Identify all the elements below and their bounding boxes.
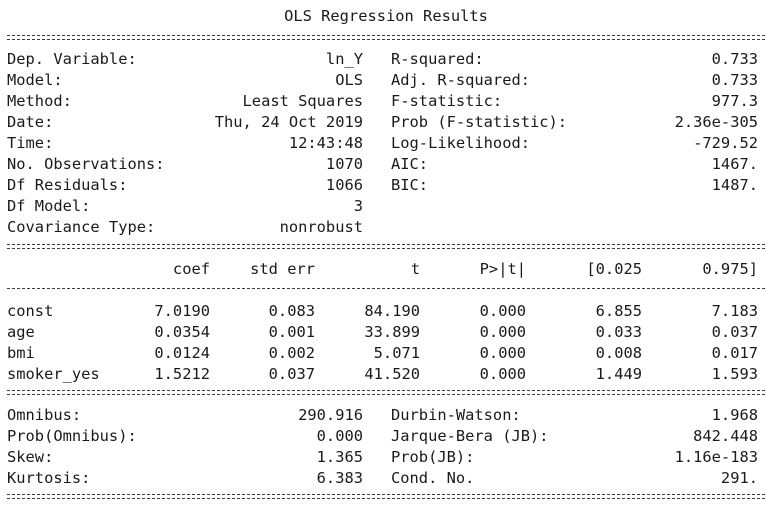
table-cell: 0.000 bbox=[479, 323, 526, 341]
stat-label: Method: bbox=[7, 92, 72, 110]
table-cell: 0.033 bbox=[595, 323, 642, 341]
stat-label: Dep. Variable: bbox=[7, 50, 137, 68]
stat-label: Df Model: bbox=[7, 197, 91, 215]
stat-label: Model: bbox=[7, 71, 63, 89]
double-rule bbox=[7, 494, 765, 500]
row-label: bmi bbox=[7, 344, 35, 362]
row-label: age bbox=[7, 323, 35, 341]
stat-value: 291. bbox=[720, 469, 758, 487]
summary-title: OLS Regression Results bbox=[284, 7, 488, 25]
stat-label: Cond. No. bbox=[391, 469, 475, 487]
stat-label: Jarque-Bera (JB): bbox=[391, 427, 549, 445]
double-rule bbox=[7, 244, 765, 250]
table-cell: 1.593 bbox=[711, 365, 758, 383]
stat-label: Prob (F-statistic): bbox=[391, 113, 568, 131]
stat-value: Least Squares bbox=[242, 92, 363, 110]
stat-value: -729.52 bbox=[693, 134, 758, 152]
table-cell: 7.0190 bbox=[154, 302, 210, 320]
dashed-rule bbox=[7, 288, 765, 289]
stat-label: Covariance Type: bbox=[7, 218, 156, 236]
table-cell: 0.001 bbox=[268, 323, 315, 341]
double-rule bbox=[7, 35, 765, 41]
column-header: coef bbox=[172, 260, 210, 278]
table-cell: 0.000 bbox=[479, 344, 526, 362]
table-cell: 0.008 bbox=[595, 344, 642, 362]
column-header: t bbox=[410, 260, 420, 278]
table-cell: 0.037 bbox=[268, 365, 315, 383]
table-cell: 1.449 bbox=[595, 365, 642, 383]
row-label: const bbox=[7, 302, 54, 320]
stat-value: OLS bbox=[335, 71, 363, 89]
stat-value: 0.733 bbox=[711, 71, 758, 89]
stat-value: 1.16e-183 bbox=[674, 448, 758, 466]
stat-label: Kurtosis: bbox=[7, 469, 91, 487]
table-cell: 0.0124 bbox=[154, 344, 210, 362]
table-cell: 0.000 bbox=[479, 302, 526, 320]
stat-label: Log-Likelihood: bbox=[391, 134, 530, 152]
stat-label: Omnibus: bbox=[7, 406, 82, 424]
table-cell: 0.083 bbox=[268, 302, 315, 320]
stat-label: Time: bbox=[7, 134, 54, 152]
stat-value: 1.365 bbox=[316, 448, 363, 466]
table-cell: 0.037 bbox=[711, 323, 758, 341]
stat-value: 12:43:48 bbox=[288, 134, 363, 152]
stat-value: 1487. bbox=[711, 176, 758, 194]
table-cell: 1.5212 bbox=[154, 365, 210, 383]
stat-value: 2.36e-305 bbox=[674, 113, 758, 131]
stat-value: 977.3 bbox=[711, 92, 758, 110]
table-cell: 7.183 bbox=[711, 302, 758, 320]
table-cell: 6.855 bbox=[595, 302, 642, 320]
table-cell: 33.899 bbox=[364, 323, 420, 341]
table-cell: 0.002 bbox=[268, 344, 315, 362]
stat-value: nonrobust bbox=[279, 218, 363, 236]
stat-label: BIC: bbox=[391, 176, 429, 194]
column-header: 0.975] bbox=[702, 260, 758, 278]
stat-value: 1066 bbox=[325, 176, 363, 194]
table-cell: 5.071 bbox=[373, 344, 420, 362]
stat-value: 1070 bbox=[325, 155, 363, 173]
stat-value: 1467. bbox=[711, 155, 758, 173]
column-header: std err bbox=[250, 260, 315, 278]
column-header: P>|t| bbox=[479, 260, 526, 278]
stat-value: 0.000 bbox=[316, 427, 363, 445]
table-cell: 0.017 bbox=[711, 344, 758, 362]
stat-label: Adj. R-squared: bbox=[391, 71, 530, 89]
table-cell: 0.0354 bbox=[154, 323, 210, 341]
stat-value: Thu, 24 Oct 2019 bbox=[214, 113, 363, 131]
stat-value: 290.916 bbox=[298, 406, 363, 424]
stat-label: No. Observations: bbox=[7, 155, 165, 173]
table-cell: 41.520 bbox=[364, 365, 420, 383]
stat-label: AIC: bbox=[391, 155, 429, 173]
stat-label: Durbin-Watson: bbox=[391, 406, 521, 424]
table-cell: 84.190 bbox=[364, 302, 420, 320]
stat-value: 6.383 bbox=[316, 469, 363, 487]
stat-value: 0.733 bbox=[711, 50, 758, 68]
stat-label: Date: bbox=[7, 113, 54, 131]
row-label: smoker_yes bbox=[7, 365, 100, 383]
stat-value: 3 bbox=[353, 197, 363, 215]
stat-label: Skew: bbox=[7, 448, 54, 466]
stat-label: R-squared: bbox=[391, 50, 484, 68]
stat-label: Df Residuals: bbox=[7, 176, 128, 194]
table-cell: 0.000 bbox=[479, 365, 526, 383]
stat-label: Prob(JB): bbox=[391, 448, 475, 466]
stat-value: 842.448 bbox=[693, 427, 758, 445]
stat-value: ln_Y bbox=[325, 50, 363, 68]
stat-label: Prob(Omnibus): bbox=[7, 427, 137, 445]
double-rule bbox=[7, 390, 765, 396]
column-header: [0.025 bbox=[586, 260, 642, 278]
stat-value: 1.968 bbox=[711, 406, 758, 424]
stat-label: F-statistic: bbox=[391, 92, 503, 110]
